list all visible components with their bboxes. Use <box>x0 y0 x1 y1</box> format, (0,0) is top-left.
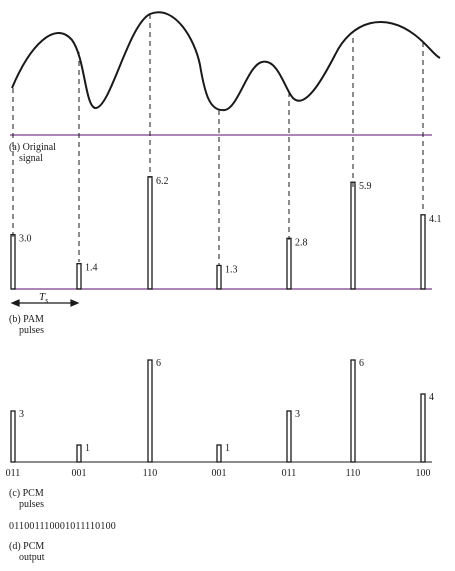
pam-value-label: 3.0 <box>19 234 32 245</box>
pcm-pulse <box>420 393 426 463</box>
pcm-level-label: 6 <box>156 358 161 369</box>
caption-original-signal: (a) Original signal <box>9 142 56 164</box>
pam-pulse <box>216 264 222 290</box>
caption-b-line2: pulses <box>19 325 44 336</box>
caption-a-letter: (a) <box>9 142 21 153</box>
caption-c-line2: pulses <box>19 499 44 510</box>
pcm-level-label: 3 <box>295 409 300 420</box>
pcm-level-label: 1 <box>85 443 90 454</box>
pcm-pulse <box>286 410 292 463</box>
pcm-level-label: 1 <box>225 443 230 454</box>
pcm-pulses: 3 011 1 001 6 110 1 001 3 011 6 110 4 100 <box>6 358 434 479</box>
ts-symbol: T <box>39 291 46 303</box>
pcm-code-label: 110 <box>346 468 361 479</box>
pam-pulse <box>286 237 292 290</box>
pam-pulse <box>420 214 426 290</box>
caption-d-line2: output <box>19 552 45 563</box>
pam-value-label: 2.8 <box>295 237 308 248</box>
pcm-code-label: 011 <box>282 468 297 479</box>
pcm-level-label: 3 <box>19 409 24 420</box>
ts-label: Ts <box>39 291 48 305</box>
caption-b-line1: PAM <box>23 314 44 325</box>
pam-pulse <box>147 176 153 290</box>
pam-value-label: 5.9 <box>359 181 372 192</box>
pcm-level-label: 6 <box>359 358 364 369</box>
caption-d-line1: PCM <box>23 541 45 552</box>
pcm-code-label: 001 <box>212 468 227 479</box>
caption-b-letter: (b) <box>9 314 21 325</box>
pam-value-label: 6.2 <box>156 176 169 187</box>
caption-a-line1: Original <box>22 142 56 153</box>
caption-c-line1: PCM <box>22 488 44 499</box>
pcm-pulse <box>76 444 82 463</box>
pam-pulse <box>350 181 356 290</box>
pam-value-label: 1.3 <box>225 264 238 275</box>
caption-c-letter: (c) <box>9 488 21 499</box>
pcm-bitstream: 011001110001011110100 <box>9 521 116 532</box>
pcm-pulse <box>350 359 356 463</box>
caption-pam-pulses: (b) PAM pulses <box>9 314 44 336</box>
pam-value-label: 4.1 <box>429 214 442 225</box>
pam-value-label: 1.4 <box>85 263 98 274</box>
pcm-code-label: 001 <box>72 468 87 479</box>
ts-interval-arrow <box>10 299 80 307</box>
caption-pcm-pulses: (c) PCM pulses <box>9 488 44 510</box>
pam-pulse <box>10 234 16 290</box>
ts-subscript: s <box>45 296 49 306</box>
pcm-pulse <box>147 359 153 463</box>
caption-a-line2: signal <box>19 153 43 164</box>
pcm-pulse <box>10 410 16 463</box>
sampling-lines <box>12 14 424 265</box>
pcm-code-label: 011 <box>6 468 21 479</box>
pam-pulse <box>76 263 82 290</box>
original-signal-curve <box>11 11 441 112</box>
caption-pcm-output: (d) PCM output <box>9 541 45 563</box>
pcm-code-label: 110 <box>143 468 158 479</box>
pcm-level-label: 4 <box>429 392 434 403</box>
pam-pulses: 3.0 1.4 6.2 1.3 2.8 5.9 4.1 <box>10 176 442 290</box>
pcm-pulse <box>216 444 222 463</box>
caption-d-letter: (d) <box>9 541 21 552</box>
pcm-code-label: 100 <box>416 468 431 479</box>
